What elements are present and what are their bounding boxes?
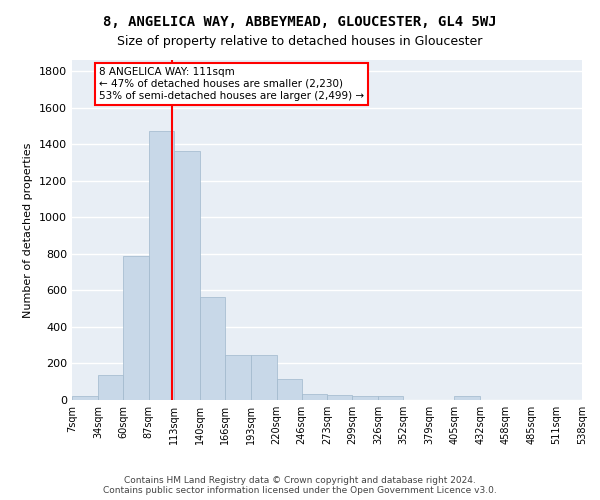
Text: Size of property relative to detached houses in Gloucester: Size of property relative to detached ho… — [118, 35, 482, 48]
Text: Contains HM Land Registry data © Crown copyright and database right 2024.
Contai: Contains HM Land Registry data © Crown c… — [103, 476, 497, 495]
Bar — [352, 396, 379, 400]
Bar — [225, 354, 251, 400]
Bar — [149, 132, 174, 400]
Text: 8 ANGELICA WAY: 111sqm
← 47% of detached houses are smaller (2,230)
53% of semi-: 8 ANGELICA WAY: 111sqm ← 47% of detached… — [99, 68, 364, 100]
Bar — [72, 396, 98, 400]
Bar — [277, 379, 302, 400]
Bar — [302, 394, 328, 400]
Bar — [251, 354, 277, 400]
Bar — [379, 396, 403, 400]
Bar — [200, 296, 225, 400]
Bar — [454, 396, 480, 400]
Bar — [328, 396, 352, 400]
Bar — [98, 376, 123, 400]
Y-axis label: Number of detached properties: Number of detached properties — [23, 142, 34, 318]
Text: 8, ANGELICA WAY, ABBEYMEAD, GLOUCESTER, GL4 5WJ: 8, ANGELICA WAY, ABBEYMEAD, GLOUCESTER, … — [103, 15, 497, 29]
Bar — [123, 256, 149, 400]
Bar — [174, 152, 200, 400]
